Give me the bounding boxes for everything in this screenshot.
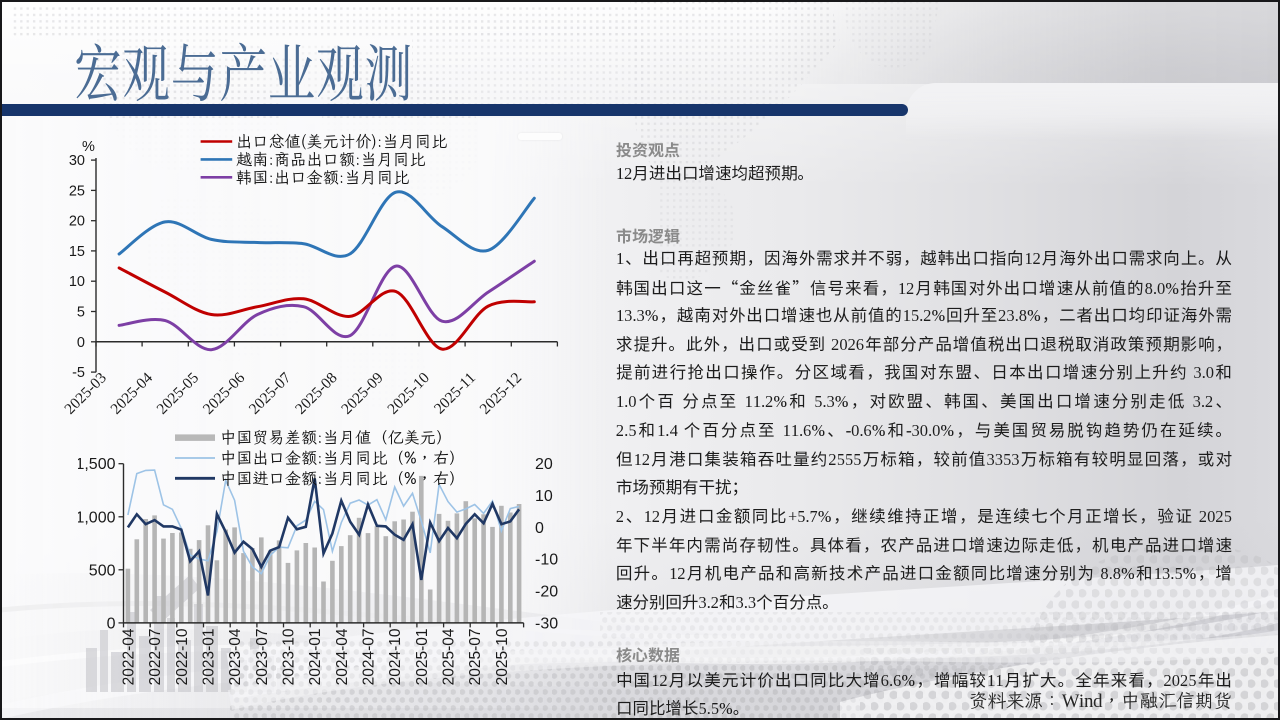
svg-text:1,500: 1,500 [78,456,116,473]
svg-text:-20: -20 [535,584,558,601]
svg-text:2024-01: 2024-01 [307,629,324,686]
svg-text:2025-05: 2025-05 [154,369,203,418]
svg-text:2025-07: 2025-07 [246,369,295,418]
svg-text:2025-06: 2025-06 [200,369,249,418]
svg-text:2025-09: 2025-09 [338,369,387,418]
svg-text:2023-10: 2023-10 [281,628,298,685]
svg-text:2022-04: 2022-04 [120,628,137,685]
svg-text:韩国:出口金额:当月同比: 韩国:出口金额:当月同比 [236,166,409,188]
svg-text:10: 10 [69,274,85,290]
svg-text:2025-04: 2025-04 [441,628,458,685]
svg-text:2024-04: 2024-04 [334,628,351,685]
svg-text:2022-10: 2022-10 [174,628,191,685]
svg-text:2025-08: 2025-08 [292,369,341,418]
svg-text:中国贸易差额:当月值（亿美元）: 中国贸易差额:当月值（亿美元） [220,426,452,448]
svg-text:30: 30 [69,153,85,169]
svg-text:中国进口金额:当月同比（%，右）: 中国进口金额:当月同比（%，右） [220,467,465,489]
svg-text:-10: -10 [535,552,558,569]
svg-text:0: 0 [77,335,85,351]
svg-text:2023-01: 2023-01 [201,629,218,686]
svg-text:2025-01: 2025-01 [414,629,431,686]
svg-text:2025-03: 2025-03 [61,369,110,418]
svg-text:25: 25 [69,183,85,199]
svg-text:2025-10: 2025-10 [384,369,433,418]
svg-text:2023-04: 2023-04 [227,628,244,685]
svg-text:2025-07: 2025-07 [467,629,484,686]
svg-text:0: 0 [107,615,116,632]
svg-text:500: 500 [89,562,116,579]
svg-text:%: % [82,139,95,155]
svg-text:-30: -30 [535,615,558,632]
svg-text:中国出口金额:当月同比（%，右）: 中国出口金额:当月同比（%，右） [220,446,465,468]
svg-text:2025-11: 2025-11 [431,369,479,417]
svg-text:-5: -5 [72,365,85,381]
svg-text:2024-10: 2024-10 [387,628,404,685]
svg-text:10: 10 [535,488,553,505]
svg-text:2025-04: 2025-04 [107,369,156,418]
svg-text:越南:商品出口额:当月同比: 越南:商品出口额:当月同比 [236,148,425,170]
svg-text:2024-07: 2024-07 [361,629,378,686]
svg-text:2025-10: 2025-10 [494,628,511,685]
svg-text:1,000: 1,000 [78,509,116,526]
svg-text:20: 20 [69,214,85,230]
svg-text:2025-12: 2025-12 [477,369,526,418]
svg-text:出口总值(美元计价):当月同比: 出口总值(美元计价):当月同比 [236,130,447,152]
svg-text:0: 0 [535,520,544,537]
svg-text:20: 20 [535,456,553,473]
svg-text:2023-07: 2023-07 [254,629,271,686]
svg-text:5: 5 [77,305,85,321]
svg-text:15: 15 [69,244,85,260]
svg-text:2022-07: 2022-07 [147,629,164,686]
